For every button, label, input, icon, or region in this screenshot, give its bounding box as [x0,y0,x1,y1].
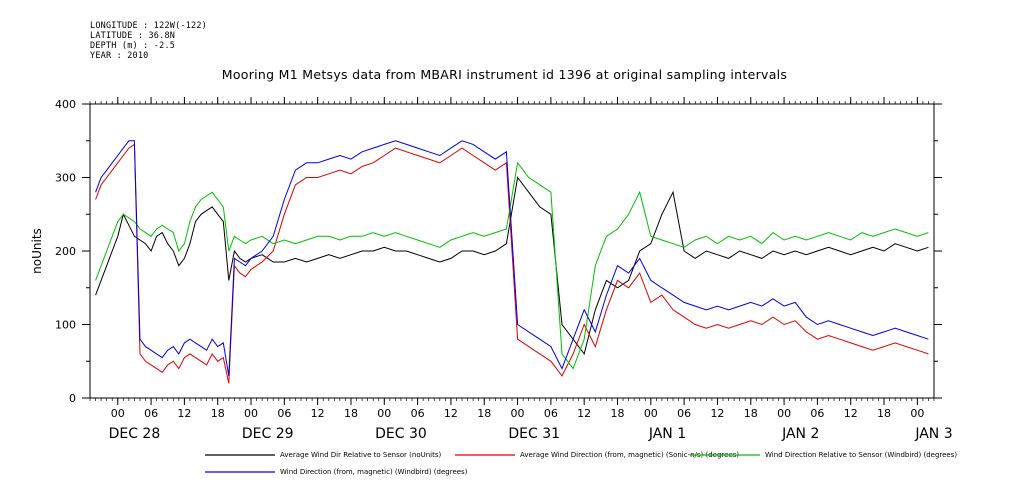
x-tick-label: 18 [877,407,891,420]
x-day-label: JAN 1 [648,426,686,442]
y-tick-label: 100 [55,319,76,332]
x-tick-label: 00 [511,407,525,420]
series-line-3 [95,161,929,370]
x-tick-label: 18 [611,407,625,420]
depth-label: DEPTH (m) : -2.5 [90,41,176,51]
x-tick-label: 18 [744,407,758,420]
y-axis-label: noUnits [30,228,44,274]
y-tick-label: 200 [55,245,76,258]
axes: 00 06 12 18 00 06 12 18 00 06 12 18 00 06 12 18 00 06 12 18… [30,97,953,442]
legend-label-1: Average Wind Dir Relative to Sensor (noU… [280,451,441,459]
longitude-label: LONGITUDE : 122W(-122) [90,21,207,31]
x-day-label: JAN 2 [781,426,819,442]
x-tick-label: 06 [810,407,824,420]
x-tick-label: 00 [244,407,258,420]
metadata-block: LONGITUDE : 122W(-122) LATITUDE : 36.8N … [90,21,207,61]
x-tick-label: 12 [444,407,458,420]
series-line-4 [95,140,929,376]
x-tick-label: 06 [277,407,291,420]
x-day-label: DEC 31 [508,426,560,442]
x-tick-label: 18 [477,407,491,420]
series-line-1 [95,176,929,356]
x-tick-label: 06 [544,407,558,420]
x-tick-label: 18 [344,407,358,420]
x-tick-label: 00 [910,407,924,420]
x-tick-label: 00 [111,407,125,420]
y-tick-label: 0 [69,392,76,405]
x-tick-label: 06 [144,407,158,420]
legend: Average Wind Dir Relative to Sensor (noU… [205,451,957,476]
x-tick-label: 06 [677,407,691,420]
x-tick-label: 00 [644,407,658,420]
x-day-label: DEC 28 [109,426,161,442]
x-tick-label: 12 [311,407,325,420]
x-tick-label: 00 [377,407,391,420]
legend-label-3: Wind Direction Relative to Sensor (Windb… [765,451,957,459]
y-tick-label: 300 [55,172,76,185]
year-label: YEAR : 2010 [90,51,149,61]
x-day-label: DEC 30 [375,426,427,442]
plot-area [95,140,929,384]
latitude-label: LATITUDE : 36.8N [90,31,176,41]
x-tick-label: 00 [777,407,791,420]
x-tick-label: 12 [177,407,191,420]
x-day-label: DEC 29 [242,426,294,442]
x-tick-label: 12 [710,407,724,420]
chart-title: Mooring M1 Metsys data from MBARI instru… [221,67,788,82]
x-tick-label: 18 [211,407,225,420]
legend-label-2: Average Wind Direction (from, magnetic) … [520,451,739,459]
y-tick-label: 400 [55,98,76,111]
series-line-2 [95,143,929,384]
x-tick-label: 06 [411,407,425,420]
legend-label-4: Wind Direction (from, magnetic) (Windbir… [280,468,468,476]
x-day-label: JAN 3 [914,426,952,442]
x-tick-label: 12 [844,407,858,420]
x-tick-label: 12 [577,407,591,420]
